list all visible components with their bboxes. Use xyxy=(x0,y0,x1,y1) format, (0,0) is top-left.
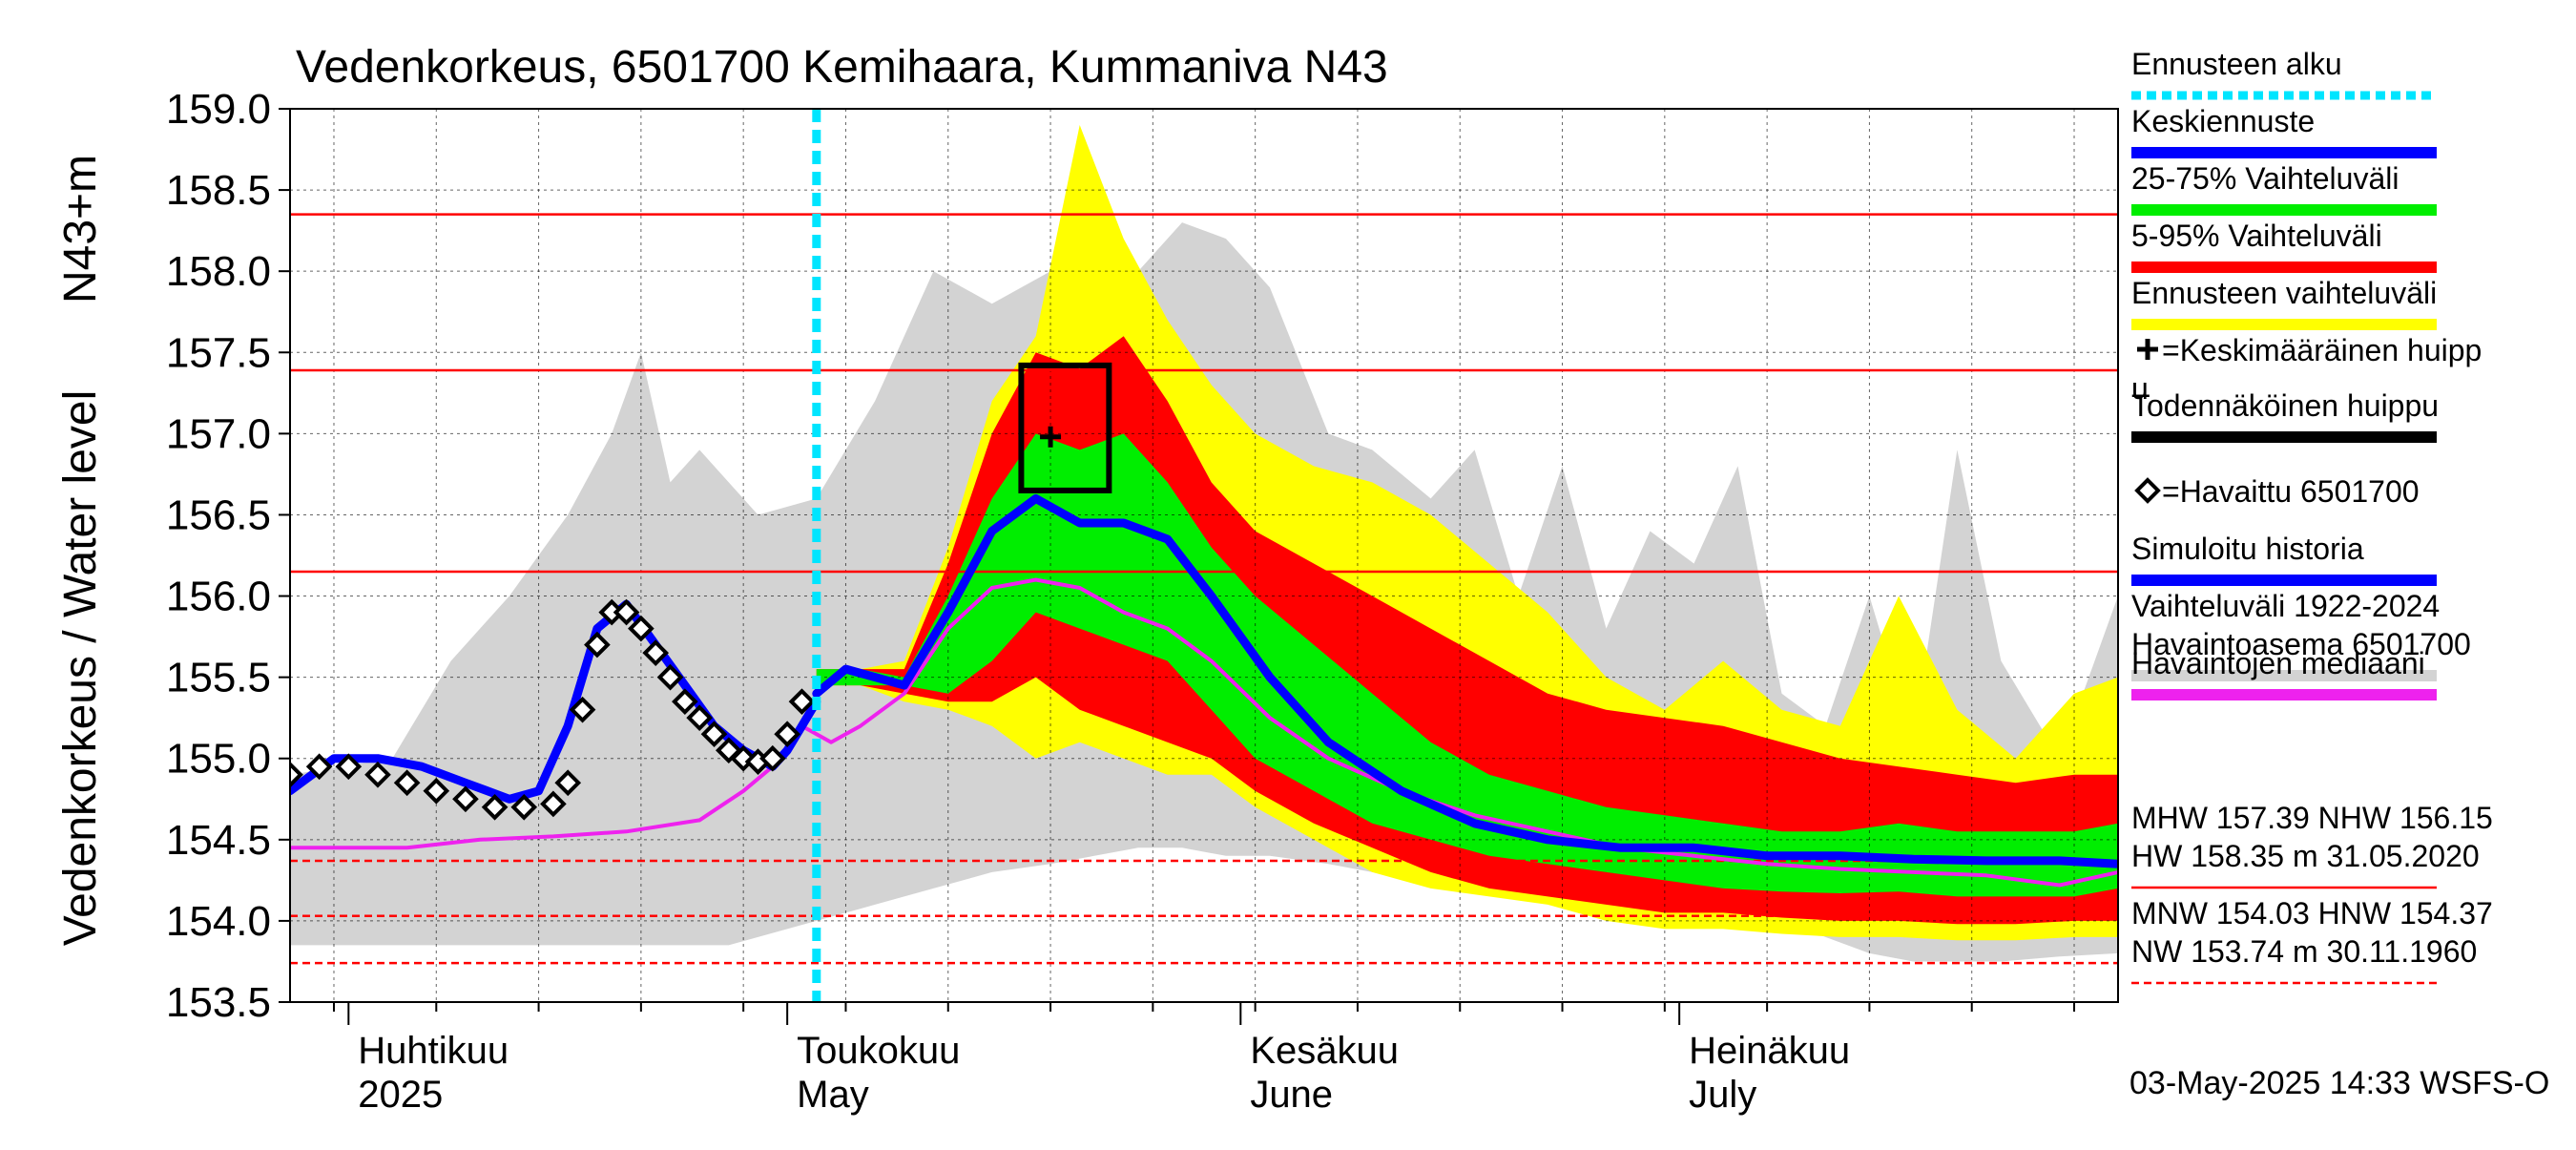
y-tick-label: 158.0 xyxy=(166,248,271,295)
y-axis-label: Vedenkorkeus / Water level xyxy=(55,390,106,947)
series-havaintojen-mediaani xyxy=(290,577,2118,888)
stats-line: NW 153.74 m 30.11.1960 xyxy=(2131,934,2477,969)
y-tick-label: 156.0 xyxy=(166,574,271,620)
x-month-label: Toukokuu xyxy=(797,1030,960,1072)
observed-point xyxy=(335,753,363,781)
stats-line: MHW 157.39 NHW 156.15 xyxy=(2131,801,2493,835)
band-25-75-vaihteluv-li xyxy=(816,433,2118,897)
observed-point xyxy=(628,615,654,642)
legend-label: Keskiennuste xyxy=(2131,104,2315,138)
observed-point xyxy=(569,696,596,723)
observed-point xyxy=(700,721,728,748)
observed-point xyxy=(642,639,670,666)
stats-line: MNW 154.03 HNW 154.37 xyxy=(2131,896,2493,930)
footer-timestamp: 03-May-2025 14:33 WSFS-O xyxy=(2129,1065,2549,1101)
plot-frame xyxy=(289,108,2119,1003)
observed-point xyxy=(393,769,421,797)
y-tick-label: 153.5 xyxy=(166,979,271,1026)
x-month-label: Kesäkuu xyxy=(1250,1030,1399,1072)
observed-point xyxy=(672,688,698,715)
legend-label-continued: u xyxy=(2131,371,2149,406)
observed-point xyxy=(613,598,640,626)
x-month-sublabel: July xyxy=(1689,1074,1756,1116)
observed-point xyxy=(686,704,714,732)
observed-point xyxy=(656,663,684,691)
band-ennusteen-vaihteluv-li xyxy=(816,125,2118,941)
y-tick-label: 154.0 xyxy=(166,898,271,945)
legend-swatch-observed xyxy=(2134,477,2161,504)
observed-point xyxy=(423,777,450,805)
chart-title: Vedenkorkeus, 6501700 Kemihaara, Kummani… xyxy=(296,42,1388,93)
y-tick-label: 154.5 xyxy=(166,817,271,864)
x-month-sublabel: 2025 xyxy=(358,1074,443,1116)
legend-label: Todennäköinen huippu xyxy=(2131,388,2439,423)
observed-point xyxy=(290,761,303,788)
probable-peak-box xyxy=(1018,362,1112,493)
series-keskiennuste xyxy=(812,493,2118,868)
observed-point xyxy=(540,790,567,818)
x-month-label: Heinäkuu xyxy=(1689,1030,1850,1072)
legend-label: Ennusteen vaihteluväli xyxy=(2131,276,2437,310)
legend-label: 25-75% Vaihteluväli xyxy=(2131,161,2399,196)
y-tick-label: 155.5 xyxy=(166,655,271,701)
legend-label: Havaintojen mediaani xyxy=(2131,646,2425,680)
legend-label-continued: Havaintoasema 6501700 xyxy=(2131,627,2471,661)
observed-point xyxy=(774,721,800,748)
stats-line: HW 158.35 m 31.05.2020 xyxy=(2131,839,2480,873)
observed-point xyxy=(758,744,786,772)
y-tick-label: 157.5 xyxy=(166,329,271,376)
legend-label: 5-95% Vaihteluväli xyxy=(2131,219,2382,253)
legend-label: =Havaittu 6501700 xyxy=(2162,474,2420,509)
x-month-sublabel: May xyxy=(797,1074,869,1116)
x-month-label: Huhtikuu xyxy=(358,1030,509,1072)
legend-label: Simuloitu historia xyxy=(2131,532,2364,566)
observed-point xyxy=(788,688,816,715)
y-tick-label: 157.0 xyxy=(166,410,271,457)
observed-point xyxy=(364,761,391,788)
y-axis-unit: N43+m xyxy=(55,155,106,303)
observed-point xyxy=(510,793,538,821)
x-month-sublabel: June xyxy=(1250,1074,1333,1116)
y-tick-label: 155.0 xyxy=(166,736,271,783)
legend-label: =Keskimääräinen huipp xyxy=(2162,333,2482,367)
mean-peak-marker xyxy=(1040,426,1062,448)
observed-point xyxy=(554,769,582,797)
observed-point xyxy=(305,753,333,781)
observed-point xyxy=(584,631,611,659)
legend-label: Ennusteen alku xyxy=(2131,47,2342,81)
legend-label: Vaihteluväli 1922-2024 xyxy=(2131,589,2440,623)
y-tick-label: 159.0 xyxy=(166,86,271,133)
legend-swatch-mean-peak xyxy=(2137,339,2158,360)
observed-point xyxy=(452,785,479,813)
y-tick-label: 156.5 xyxy=(166,491,271,538)
observed-point xyxy=(481,793,509,821)
y-tick-label: 158.5 xyxy=(166,167,271,214)
